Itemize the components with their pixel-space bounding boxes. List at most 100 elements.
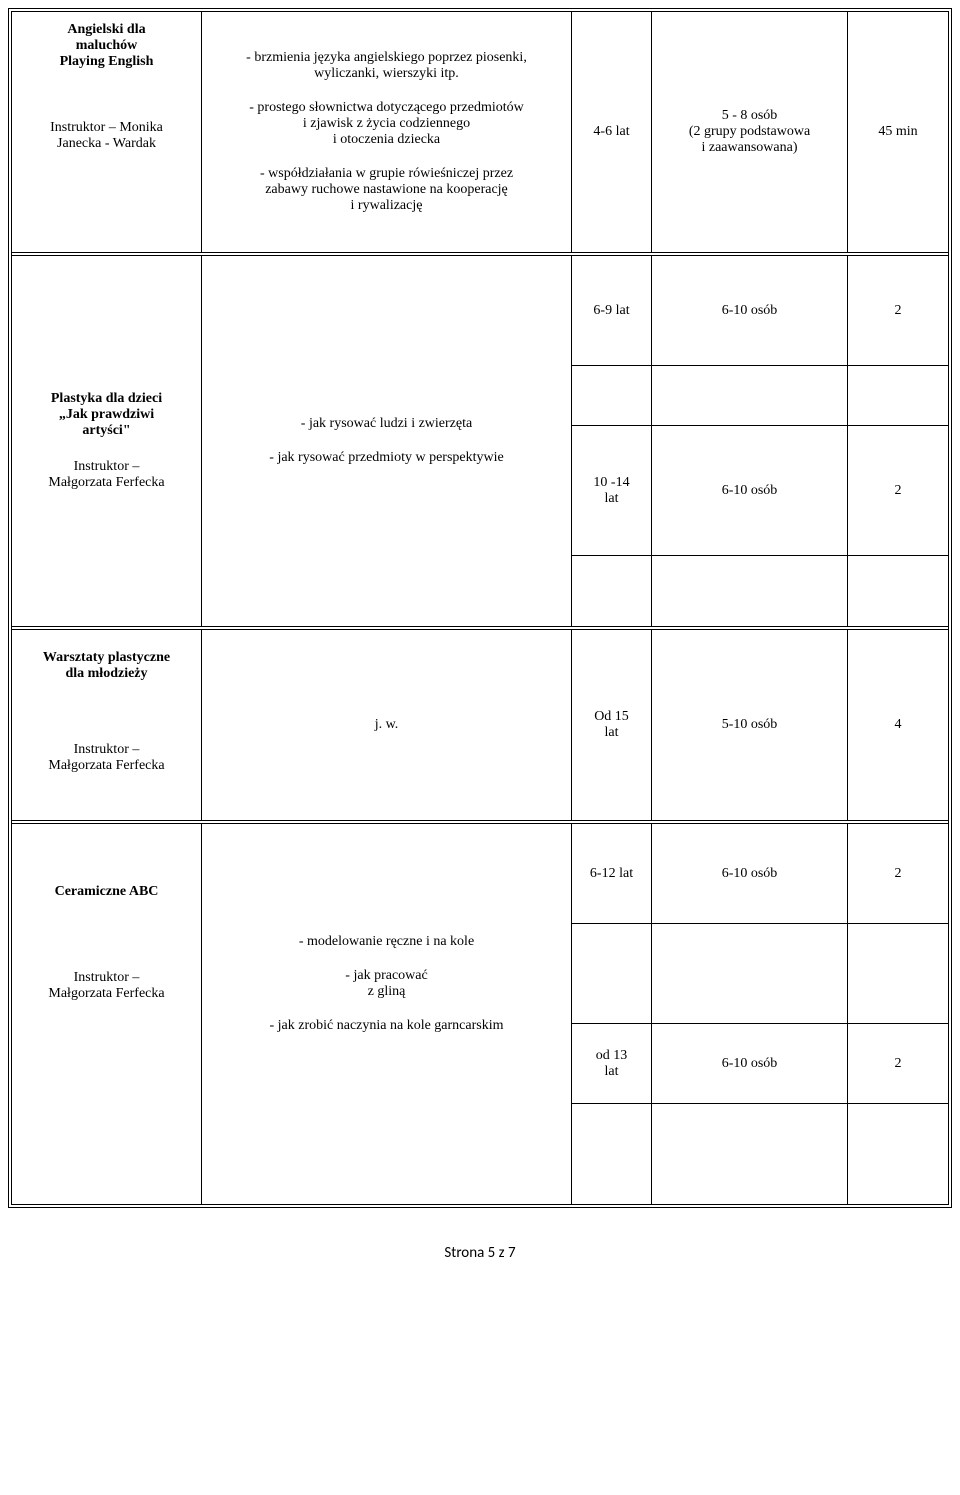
title-line: dla młodzieży bbox=[20, 666, 193, 682]
title-line: Plastyka dla dzieci bbox=[20, 391, 193, 407]
course-title: Plastyka dla dzieci „Jak prawdziwi artyś… bbox=[20, 391, 193, 439]
title-line: Warsztaty plastyczne bbox=[20, 650, 193, 666]
size-line: 5 - 8 osób bbox=[689, 108, 810, 124]
desc-item: - brzmienia języka angielskiego poprzez … bbox=[214, 50, 559, 82]
size-cell bbox=[652, 556, 848, 626]
instructor-line: Janecka - Wardak bbox=[20, 136, 193, 152]
desc-item: - prostego słownictwa dotyczącego przedm… bbox=[214, 100, 559, 148]
course-name-cell: Angielski dla maluchów Playing English I… bbox=[12, 12, 202, 252]
instructor: Instruktor – Małgorzata Ferfecka bbox=[20, 459, 193, 491]
course-right: 6-12 lat 6-10 osób 2 od 13 lat 6-10 osób… bbox=[572, 824, 948, 1204]
desc-line: - modelowanie ręczne i na kole bbox=[214, 934, 559, 950]
course-row-plastyka: Plastyka dla dzieci „Jak prawdziwi artyś… bbox=[12, 256, 948, 630]
instructor-line: Instruktor – Monika bbox=[20, 120, 193, 136]
page-table: Angielski dla maluchów Playing English I… bbox=[8, 8, 952, 1208]
course-row-ceramiczne: Ceramiczne ABC Instruktor – Małgorzata F… bbox=[12, 824, 948, 1204]
desc-line: j. w. bbox=[214, 717, 559, 733]
age-cell: 6-12 lat bbox=[572, 824, 652, 923]
instructor-line: Małgorzata Ferfecka bbox=[20, 986, 193, 1002]
desc-line: zabawy ruchowe nastawione na kooperację bbox=[214, 182, 559, 198]
duration-cell: 45 min bbox=[848, 12, 948, 252]
age-cell: od 13 lat bbox=[572, 1024, 652, 1103]
course-title: Angielski dla maluchów Playing English bbox=[20, 22, 193, 70]
desc-line: z gliną bbox=[214, 984, 559, 1000]
course-row-warsztaty: Warsztaty plastyczne dla młodzieży Instr… bbox=[12, 630, 948, 824]
age-line: 10 -14 bbox=[593, 475, 629, 491]
duration-cell: 2 bbox=[848, 824, 948, 923]
age-cell: 10 -14 lat bbox=[572, 426, 652, 555]
course-title: Ceramiczne ABC bbox=[20, 884, 193, 900]
course-title: Warsztaty plastyczne dla młodzieży bbox=[20, 650, 193, 682]
course-desc-cell: - jak rysować ludzi i zwierzęta - jak ry… bbox=[202, 256, 572, 626]
title-line: Angielski dla bbox=[20, 22, 193, 38]
instructor-line: Instruktor – bbox=[20, 742, 193, 758]
size-cell: 6-10 osób bbox=[652, 824, 848, 923]
age-cell: Od 15 lat bbox=[572, 630, 652, 820]
instructor: Instruktor – Małgorzata Ferfecka bbox=[20, 970, 193, 1002]
size-cell: 5-10 osób bbox=[652, 630, 848, 820]
desc-line: i rywalizację bbox=[214, 198, 559, 214]
page-footer: Strona 5 z 7 bbox=[8, 1244, 952, 1262]
duration-cell bbox=[848, 556, 948, 626]
course-right: Od 15 lat 5-10 osób 4 bbox=[572, 630, 948, 820]
course-name-cell: Plastyka dla dzieci „Jak prawdziwi artyś… bbox=[12, 256, 202, 626]
desc-line: i otoczenia dziecka bbox=[214, 132, 559, 148]
course-desc-cell: j. w. bbox=[202, 630, 572, 820]
age-cell: 4-6 lat bbox=[572, 12, 652, 252]
size-cell: 6-10 osób bbox=[652, 1024, 848, 1103]
instructor: Instruktor – Małgorzata Ferfecka bbox=[20, 742, 193, 774]
age-cell bbox=[572, 556, 652, 626]
desc-item: - współdziałania w grupie rówieśniczej p… bbox=[214, 166, 559, 214]
size-cell bbox=[652, 924, 848, 1023]
size-line: i zaawansowana) bbox=[689, 140, 810, 156]
course-right: 4-6 lat 5 - 8 osób (2 grupy podstawowa i… bbox=[572, 12, 948, 252]
title-line: artyści" bbox=[20, 423, 193, 439]
size-cell: 6-10 osób bbox=[652, 426, 848, 555]
title-line: maluchów bbox=[20, 38, 193, 54]
duration-cell: 4 bbox=[848, 630, 948, 820]
duration-cell: 2 bbox=[848, 426, 948, 555]
desc-line: - jak zrobić naczynia na kole garncarski… bbox=[214, 1018, 559, 1034]
desc-line: - jak pracować bbox=[214, 968, 559, 984]
desc-line: - jak rysować przedmioty w perspektywie bbox=[214, 450, 559, 466]
age-cell bbox=[572, 924, 652, 1023]
title-line: „Jak prawdziwi bbox=[20, 407, 193, 423]
course-desc-cell: - modelowanie ręczne i na kole - jak pra… bbox=[202, 824, 572, 1204]
age-cell bbox=[572, 366, 652, 425]
instructor-line: Małgorzata Ferfecka bbox=[20, 475, 193, 491]
duration-cell bbox=[848, 924, 948, 1023]
desc-line: - jak rysować ludzi i zwierzęta bbox=[214, 416, 559, 432]
desc-line: - współdziałania w grupie rówieśniczej p… bbox=[214, 166, 559, 182]
course-desc-cell: - brzmienia języka angielskiego poprzez … bbox=[202, 12, 572, 252]
instructor: Instruktor – Monika Janecka - Wardak bbox=[20, 120, 193, 152]
age-line: lat bbox=[593, 491, 629, 507]
desc-line: wyliczanki, wierszyki itp. bbox=[214, 66, 559, 82]
instructor-line: Instruktor – bbox=[20, 970, 193, 986]
age-line: od 13 bbox=[596, 1048, 628, 1064]
instructor-line: Małgorzata Ferfecka bbox=[20, 758, 193, 774]
course-right: 6-9 lat 6-10 osób 2 10 -14 lat 6-10 osób… bbox=[572, 256, 948, 626]
age-line: lat bbox=[594, 725, 629, 741]
duration-cell: 2 bbox=[848, 256, 948, 365]
duration-cell: 2 bbox=[848, 1024, 948, 1103]
size-cell bbox=[652, 1104, 848, 1204]
age-line: lat bbox=[596, 1064, 628, 1080]
size-line: (2 grupy podstawowa bbox=[689, 124, 810, 140]
desc-line: - prostego słownictwa dotyczącego przedm… bbox=[214, 100, 559, 116]
desc-line: i zjawisk z życia codziennego bbox=[214, 116, 559, 132]
age-cell bbox=[572, 1104, 652, 1204]
desc-item: - jak pracować z gliną bbox=[214, 968, 559, 1000]
course-row-angielski: Angielski dla maluchów Playing English I… bbox=[12, 12, 948, 256]
size-cell: 6-10 osób bbox=[652, 256, 848, 365]
age-line: Od 15 bbox=[594, 709, 629, 725]
course-name-cell: Warsztaty plastyczne dla młodzieży Instr… bbox=[12, 630, 202, 820]
instructor-line: Instruktor – bbox=[20, 459, 193, 475]
course-name-cell: Ceramiczne ABC Instruktor – Małgorzata F… bbox=[12, 824, 202, 1204]
age-cell: 6-9 lat bbox=[572, 256, 652, 365]
duration-cell bbox=[848, 1104, 948, 1204]
size-cell bbox=[652, 366, 848, 425]
size-cell: 5 - 8 osób (2 grupy podstawowa i zaawans… bbox=[652, 12, 848, 252]
duration-cell bbox=[848, 366, 948, 425]
desc-line: - brzmienia języka angielskiego poprzez … bbox=[214, 50, 559, 66]
title-line: Playing English bbox=[20, 54, 193, 70]
